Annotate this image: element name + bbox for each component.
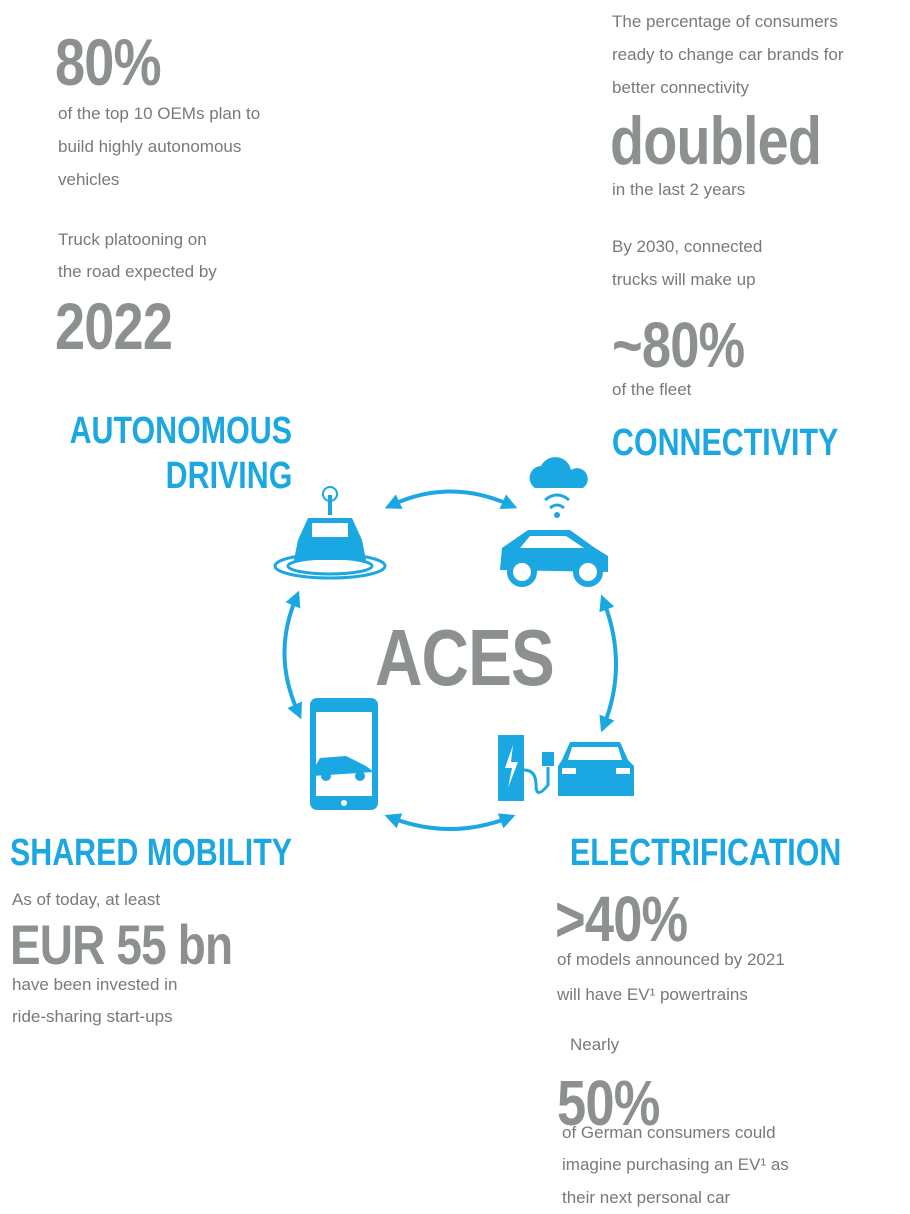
text: trucks will make up xyxy=(612,270,756,289)
text: As of today, at least xyxy=(12,890,161,909)
heading: ELECTRIFICATION xyxy=(570,832,842,874)
figure: 2022 xyxy=(55,289,173,363)
arrow xyxy=(384,813,516,831)
text: of the top 10 OEMs plan to xyxy=(58,104,261,123)
text: of the fleet xyxy=(612,380,692,399)
text: build highly autonomous xyxy=(58,137,242,156)
text: ride-sharing start-ups xyxy=(12,1007,173,1026)
heading: AUTONOMOUS xyxy=(69,410,292,452)
text: By 2030, connected xyxy=(612,237,763,256)
arrow xyxy=(599,594,618,733)
center-title: ACES xyxy=(375,613,555,702)
connected-car-icon xyxy=(500,457,608,587)
text: of German consumers could xyxy=(562,1123,776,1142)
figure: ~80% xyxy=(612,309,745,381)
autonomous-car-icon xyxy=(273,486,387,580)
text: Nearly xyxy=(570,1035,620,1054)
text: the road expected by xyxy=(58,262,217,281)
heading: CONNECTIVITY xyxy=(612,422,839,464)
charging-icon xyxy=(498,735,634,801)
figure: 80% xyxy=(55,25,162,99)
text: in the last 2 years xyxy=(612,180,746,199)
figure: EUR 55 bn xyxy=(10,913,233,976)
text: will have EV¹ powertrains xyxy=(557,985,748,1004)
text: The percentage of consumers xyxy=(612,12,838,31)
phone-icon xyxy=(310,698,378,810)
text: vehicles xyxy=(58,170,120,189)
text: of models announced by 2021 xyxy=(557,950,785,969)
arrow xyxy=(282,590,302,720)
arrow xyxy=(384,489,518,510)
text: their next personal car xyxy=(562,1188,731,1207)
text: imagine purchasing an EV¹ as xyxy=(562,1155,789,1174)
text: ready to change car brands for xyxy=(612,45,844,64)
text: Truck platooning on xyxy=(58,230,207,249)
heading: SHARED MOBILITY xyxy=(10,832,293,874)
figure: 50% xyxy=(557,1067,660,1139)
text: have been invested in xyxy=(12,975,178,994)
figure: doubled xyxy=(610,103,822,179)
heading: DRIVING xyxy=(165,455,292,497)
figure: >40% xyxy=(555,883,688,955)
text: better connectivity xyxy=(612,78,750,97)
